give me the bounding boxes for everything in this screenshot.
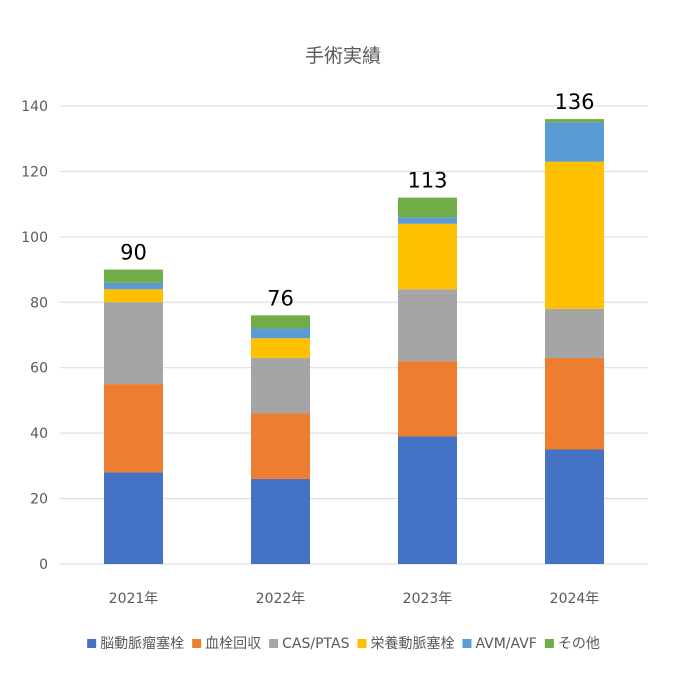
total-data-label: 136 (554, 90, 594, 114)
bar-segment (104, 289, 163, 303)
legend-swatch (192, 639, 202, 648)
bar-segment (104, 302, 163, 385)
x-category-label: 2022年 (256, 591, 306, 607)
legend: 脳動脈瘤塞栓 血栓回収 CAS/PTAS 栄養動脈塞栓 AVM/AVF その他 (87, 635, 600, 652)
total-data-label: 113 (407, 169, 447, 193)
legend-label: 血栓回収 (205, 636, 261, 652)
legend-swatch (544, 639, 554, 648)
total-data-label: 76 (267, 286, 294, 310)
bar-segment (545, 357, 604, 450)
bar-segment (104, 472, 163, 564)
legend-label: CAS/PTAS (282, 636, 349, 652)
bar-segment (545, 119, 604, 123)
bar-segment (251, 478, 310, 564)
bar-segment (251, 413, 310, 479)
legend-item: 脳動脈瘤塞栓 (87, 635, 184, 652)
legend-swatch (87, 639, 97, 648)
bar-segment (104, 269, 163, 283)
chart-title: 手術実績 (305, 45, 381, 67)
bar-segment (545, 161, 604, 309)
legend-label: AVM/AVF (475, 636, 536, 652)
bar-segment (104, 384, 163, 473)
y-tick-label: 60 (30, 361, 48, 377)
bar-segment (398, 361, 457, 437)
legend-swatch (462, 639, 472, 648)
x-axis-category-labels: 2021年 2022年 2023年 2024年 (109, 591, 600, 607)
y-tick-label: 100 (21, 230, 48, 246)
bars (104, 119, 604, 564)
bar-segment (545, 122, 604, 162)
bar-segment (545, 308, 604, 358)
x-category-label: 2021年 (109, 591, 159, 607)
legend-swatch (269, 639, 279, 648)
y-tick-label: 80 (30, 295, 48, 311)
x-category-label: 2023年 (403, 591, 453, 607)
bar-segment (251, 315, 310, 329)
bar-segment (251, 357, 310, 414)
bar-segment (251, 338, 310, 358)
bar-segment (251, 328, 310, 339)
legend-label: 脳動脈瘤塞栓 (100, 635, 184, 652)
legend-item: CAS/PTAS (269, 636, 350, 652)
legend-item: AVM/AVF (462, 636, 537, 652)
bar-segment (398, 289, 457, 362)
x-category-label: 2024年 (550, 591, 600, 607)
legend-item: その他 (544, 636, 600, 652)
y-tick-label: 120 (21, 164, 48, 180)
y-axis-tick-labels: 0 20 40 60 80 100 120 140 (21, 99, 48, 573)
bar-segment (104, 282, 163, 290)
bar-segment (398, 217, 457, 224)
legend-label: 栄養動脈塞栓 (370, 635, 454, 652)
bar-segment (398, 436, 457, 564)
legend-item: 栄養動脈塞栓 (357, 635, 454, 652)
bar-segment (398, 197, 457, 218)
legend-label: その他 (558, 636, 600, 652)
total-labels: 90 76 113 136 (120, 90, 594, 310)
y-tick-label: 0 (39, 557, 48, 573)
y-tick-label: 40 (30, 426, 48, 442)
y-tick-label: 140 (21, 99, 48, 115)
legend-swatch (357, 639, 367, 648)
bar-segment (398, 223, 457, 290)
legend-item: 血栓回収 (192, 636, 261, 652)
y-tick-label: 20 (30, 492, 48, 508)
bar-segment (545, 449, 604, 564)
total-data-label: 90 (120, 241, 147, 265)
